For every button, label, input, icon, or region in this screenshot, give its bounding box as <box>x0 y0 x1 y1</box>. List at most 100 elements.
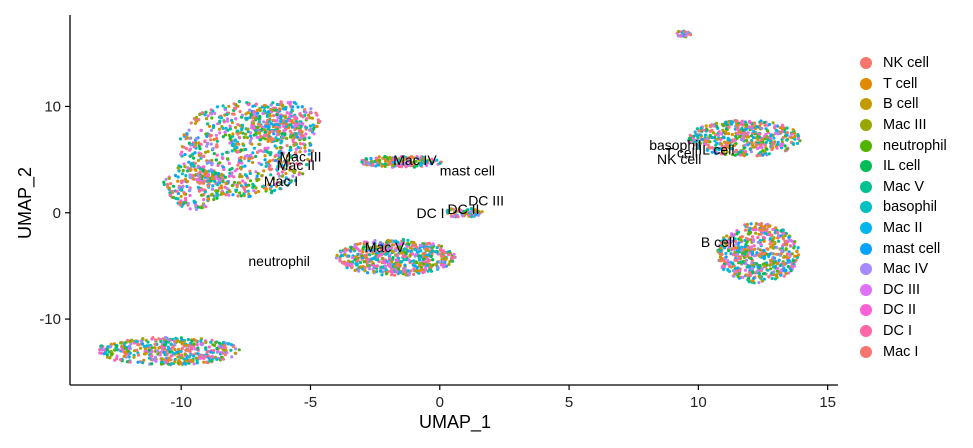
cell-point <box>232 106 237 110</box>
cell-point <box>446 208 450 212</box>
cell-point <box>732 274 736 278</box>
legend-label: Mac I <box>883 343 919 360</box>
cell-point <box>744 258 749 262</box>
cell-point <box>760 126 764 130</box>
cell-point <box>236 163 240 167</box>
cell-point <box>293 124 297 128</box>
cell-point <box>195 119 199 123</box>
cell-point <box>388 247 392 251</box>
cell-point <box>206 122 210 126</box>
cell-point <box>167 358 171 362</box>
cell-point <box>749 222 753 226</box>
cell-point <box>274 125 278 129</box>
cell-point <box>150 337 154 341</box>
cell-point <box>713 135 717 139</box>
cell-point <box>216 193 220 197</box>
cell-point <box>254 170 258 174</box>
cell-point <box>750 124 754 128</box>
cell-point <box>194 115 198 120</box>
cell-point <box>338 257 342 261</box>
cell-point <box>244 183 248 187</box>
cell-point <box>213 179 217 183</box>
cell-point <box>761 272 766 276</box>
scatter-points <box>98 29 802 367</box>
cell-point <box>401 161 405 165</box>
cell-point <box>724 251 728 256</box>
cell-point <box>188 207 192 211</box>
cell-point <box>205 117 209 121</box>
cell-point <box>248 157 252 161</box>
cell-point <box>364 248 368 252</box>
cell-point <box>185 132 189 136</box>
cell-point <box>192 164 196 168</box>
cell-point <box>762 248 766 252</box>
cell-point <box>238 181 242 185</box>
cell-point <box>380 265 384 269</box>
cell-point <box>744 150 748 154</box>
cell-point <box>759 224 763 228</box>
cell-point <box>272 114 276 118</box>
cell-point <box>358 242 362 246</box>
cell-point <box>785 138 789 142</box>
cell-point <box>397 246 401 250</box>
cell-point <box>745 152 749 156</box>
cell-point <box>266 139 270 143</box>
cell-point <box>188 188 192 192</box>
cell-point <box>715 137 719 141</box>
cell-point <box>362 245 366 249</box>
cell-point <box>223 175 228 179</box>
cell-point <box>128 351 132 355</box>
cell-point <box>456 209 460 213</box>
cell-point <box>244 132 248 136</box>
cell-point <box>221 156 225 160</box>
cell-point <box>775 269 780 273</box>
cell-point <box>181 179 185 183</box>
cell-point <box>375 159 379 163</box>
cell-point <box>211 109 215 113</box>
cell-point <box>384 272 389 276</box>
cell-point <box>449 207 453 211</box>
cell-point <box>726 132 731 136</box>
cell-point <box>196 185 200 189</box>
cell-point <box>235 183 239 187</box>
cell-point <box>230 118 234 122</box>
cell-point <box>275 119 279 123</box>
cell-point <box>197 205 201 209</box>
cell-point <box>377 155 381 159</box>
cell-point <box>404 161 409 165</box>
cell-point <box>262 103 266 108</box>
cell-point <box>390 243 395 247</box>
cell-point <box>281 124 285 128</box>
cell-point <box>308 111 312 115</box>
cell-point <box>754 231 758 235</box>
cell-point <box>236 123 240 127</box>
cell-point <box>252 146 256 150</box>
cell-point <box>128 339 132 343</box>
cell-point <box>140 360 145 364</box>
cell-point <box>233 138 237 142</box>
cell-point <box>135 348 139 352</box>
cell-point <box>238 175 242 179</box>
cell-point <box>753 225 757 229</box>
cell-point <box>771 227 775 232</box>
cell-point <box>195 178 199 182</box>
legend-key <box>860 119 872 132</box>
cell-point <box>231 132 235 136</box>
legend-key <box>860 139 872 152</box>
cell-point <box>180 145 184 149</box>
cell-point <box>414 159 418 163</box>
cell-point <box>765 135 769 139</box>
cell-point <box>267 183 271 187</box>
cell-point <box>761 149 765 153</box>
legend-key <box>860 160 872 173</box>
cell-point <box>773 240 777 245</box>
cell-point <box>256 136 260 140</box>
cell-point <box>192 342 196 346</box>
cell-point <box>350 265 354 270</box>
cell-point <box>782 255 786 259</box>
cell-point <box>765 129 770 133</box>
cell-point <box>233 169 237 173</box>
cell-point <box>216 183 220 187</box>
cell-point <box>747 125 751 129</box>
